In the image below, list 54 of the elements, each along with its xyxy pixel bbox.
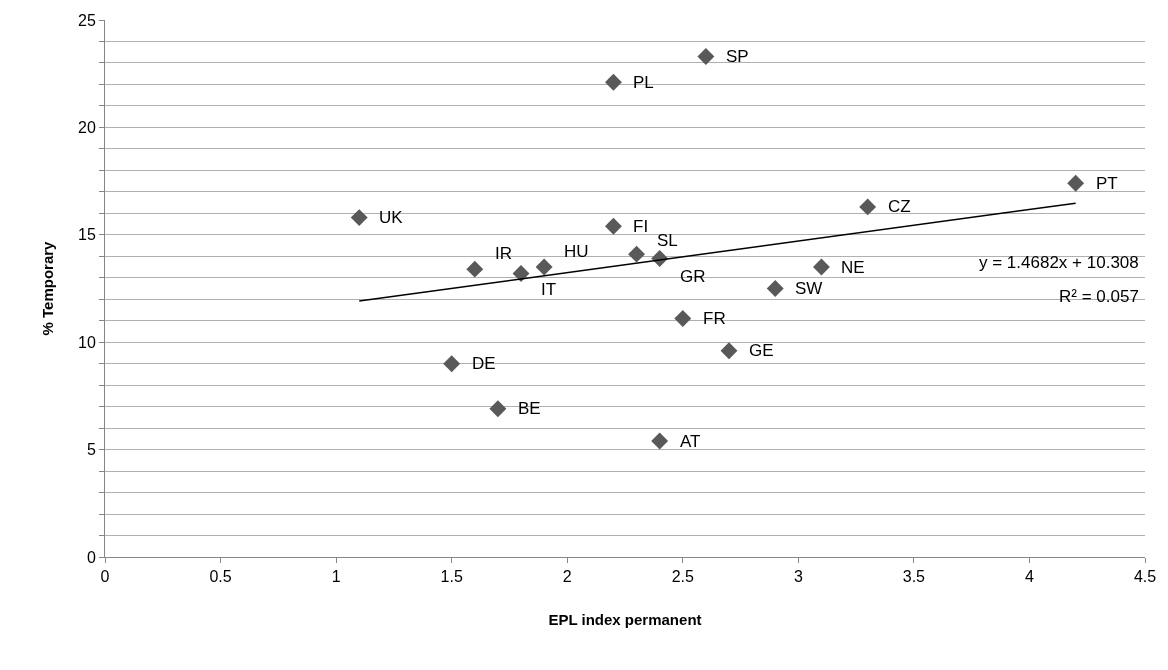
x-tick-label: 1 — [331, 568, 341, 586]
annotation: GR — [680, 267, 706, 286]
annotation: NE — [841, 258, 865, 277]
annotation: PL — [633, 73, 654, 92]
y-tick-label: 0 — [86, 548, 96, 566]
x-tick-label: 4 — [1024, 568, 1034, 586]
x-tick-label: 2 — [562, 568, 572, 586]
point — [859, 198, 877, 216]
x-tick-label: 0 — [100, 568, 110, 586]
y-tick-label: 25 — [78, 11, 96, 29]
annotation: AT — [680, 432, 701, 451]
x-tick-label: 3 — [793, 568, 803, 586]
annotation: R² = 0.057 — [1059, 287, 1139, 306]
point — [697, 48, 715, 65]
point — [466, 260, 484, 278]
annotation: BE — [518, 399, 541, 418]
annotation: UK — [379, 208, 404, 227]
point — [1067, 174, 1085, 192]
y-axis-title: % Temporary — [39, 240, 57, 336]
point — [766, 280, 784, 297]
annotation: FI — [633, 217, 649, 236]
point — [651, 432, 669, 450]
annotation: SW — [795, 279, 823, 298]
y-tick-label: 5 — [86, 441, 96, 459]
point — [604, 217, 622, 235]
annotation: SL — [657, 231, 678, 250]
point — [350, 209, 368, 227]
annotation: IR — [495, 244, 512, 263]
x-tick-label: 3.5 — [902, 568, 926, 586]
point — [535, 258, 553, 276]
y-tick-label: 10 — [78, 333, 96, 351]
y-tick-label: 15 — [78, 226, 96, 244]
annotation: IT — [541, 280, 557, 299]
point — [674, 310, 692, 328]
point — [812, 258, 830, 276]
point — [720, 342, 738, 360]
annotation: PT — [1096, 174, 1118, 193]
annotation: FR — [703, 309, 726, 328]
annotation: HU — [564, 242, 589, 261]
annotation: y = 1.4682x + 10.308 — [979, 253, 1139, 272]
point — [628, 245, 646, 263]
annotation: SP — [726, 47, 749, 66]
annotation: CZ — [888, 197, 911, 216]
annotation: GE — [749, 341, 774, 360]
annotation: DE — [472, 354, 496, 373]
x-tick-label: 0.5 — [209, 568, 232, 586]
x-axis-title: EPL index permanent — [548, 611, 702, 629]
x-tick-label: 2.5 — [671, 568, 694, 586]
point — [489, 400, 507, 418]
x-tick-label: 1.5 — [440, 568, 463, 586]
point — [443, 355, 461, 373]
x-tick-label: 4.5 — [1133, 568, 1157, 586]
y-tick-label: 20 — [78, 119, 96, 136]
point — [604, 73, 622, 91]
